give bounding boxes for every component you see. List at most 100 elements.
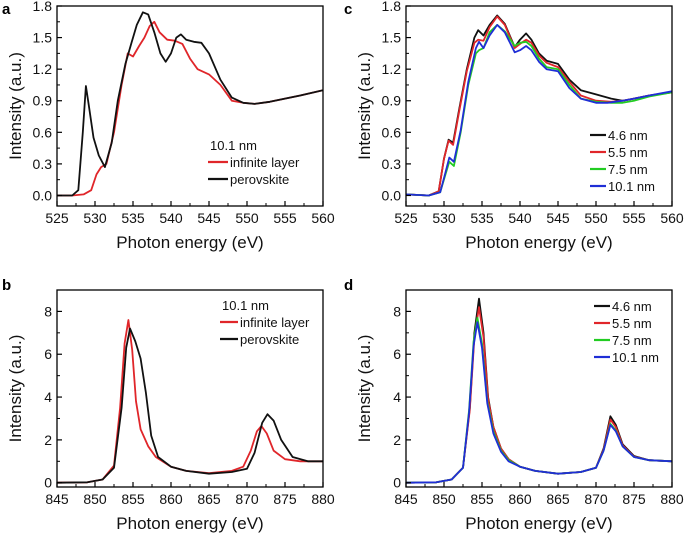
legend: 4.6 nm 5.5 nm 7.5 nm 10.1 nm — [594, 299, 659, 365]
legend-entry: 10.1 nm — [608, 179, 655, 194]
x-tick-label: 860 — [508, 491, 532, 507]
panel-label: b — [2, 277, 11, 294]
y-tick-label: 1.2 — [382, 61, 402, 77]
x-tick-label: 875 — [622, 491, 646, 507]
series-group — [406, 297, 672, 484]
series-group — [57, 11, 323, 197]
legend-entry: perovskite — [240, 332, 299, 347]
y-axis-title: Intensity (a.u.) — [355, 335, 374, 443]
y-tick-label: 0 — [393, 475, 401, 491]
legend-entry: 10.1 nm — [612, 350, 659, 365]
x-axis-title: Photon energy (eV) — [465, 233, 612, 252]
panel-b: b 845 850 855 860 865 870 875 880 0 2 4 6 8 Photon ene… — [2, 277, 335, 533]
y-tick-label: 1.5 — [33, 30, 53, 46]
panel-label: c — [344, 1, 352, 18]
x-tick-label: 530 — [83, 210, 107, 226]
legend: 4.6 nm 5.5 nm 7.5 nm 10.1 nm — [590, 128, 655, 194]
x-tick-label: 845 — [394, 491, 418, 507]
y-tick-label: 1.8 — [33, 0, 53, 14]
x-axis-title: Photon energy (eV) — [465, 514, 612, 533]
x-tick-label: 855 — [470, 491, 494, 507]
panel-d: d 845 850 855 860 865 870 875 880 0 2 4 6 8 Photon ene… — [344, 277, 684, 533]
x-tick-label: 545 — [197, 210, 221, 226]
legend-entry: 5.5 nm — [608, 145, 648, 160]
x-tick-label: 850 — [83, 491, 107, 507]
y-axis-title: Intensity (a.u.) — [6, 335, 25, 443]
x-tick-label: 535 — [470, 210, 494, 226]
legend-entry: infinite layer — [230, 155, 300, 170]
series-group — [57, 319, 323, 484]
x-tick-label: 880 — [311, 491, 335, 507]
y-tick-label: 1.5 — [382, 30, 402, 46]
x-tick-label: 880 — [660, 491, 684, 507]
x-tick-label: 540 — [508, 210, 532, 226]
y-tick-label: 2 — [44, 432, 52, 448]
x-tick-label: 870 — [235, 491, 259, 507]
series-line-10-1-nm — [406, 321, 672, 484]
x-tick-label: 865 — [546, 491, 570, 507]
panel-label: d — [344, 277, 353, 294]
series-line-perovskite — [57, 327, 323, 484]
x-tick-label: 850 — [432, 491, 456, 507]
y-tick-label: 6 — [44, 346, 52, 362]
y-tick-label: 0.6 — [382, 124, 402, 140]
x-tick-label: 860 — [159, 491, 183, 507]
legend-title: 10.1 nm — [222, 298, 269, 313]
x-tick-label: 525 — [394, 210, 418, 226]
x-tick-label: 530 — [432, 210, 456, 226]
series-line-10-1-nm — [406, 24, 672, 197]
x-tick-label: 560 — [660, 210, 684, 226]
y-tick-label: 0 — [44, 475, 52, 491]
y-tick-label: 0.6 — [33, 124, 53, 140]
x-axis-title: Photon energy (eV) — [116, 233, 263, 252]
x-tick-label: 550 — [584, 210, 608, 226]
x-tick-label: 535 — [121, 210, 145, 226]
y-tick-label: 1.8 — [382, 0, 402, 14]
x-tick-label: 555 — [622, 210, 646, 226]
series-group — [406, 14, 672, 197]
y-tick-label: 4 — [44, 389, 52, 405]
x-tick-label: 875 — [273, 491, 297, 507]
legend-entry: 4.6 nm — [608, 128, 648, 143]
y-tick-label: 1.2 — [33, 61, 53, 77]
legend-entry: perovskite — [230, 172, 289, 187]
x-tick-label: 845 — [45, 491, 69, 507]
x-tick-label: 550 — [235, 210, 259, 226]
x-tick-label: 555 — [273, 210, 297, 226]
x-tick-label: 540 — [159, 210, 183, 226]
legend-title: 10.1 nm — [210, 138, 257, 153]
legend-entry: 7.5 nm — [608, 162, 648, 177]
x-tick-label: 855 — [121, 491, 145, 507]
panel-c: c 525 530 535 540 545 550 555 560 0.0 0.3 0.6 0.9 1.2… — [344, 0, 684, 252]
y-tick-label: 0.9 — [33, 93, 53, 109]
y-tick-label: 0.3 — [33, 156, 53, 172]
legend: 10.1 nm infinite layer perovskite — [208, 138, 300, 187]
x-tick-label: 865 — [197, 491, 221, 507]
panel-label: a — [2, 1, 11, 18]
x-tick-label: 545 — [546, 210, 570, 226]
legend-entry: 5.5 nm — [612, 316, 652, 331]
x-axis-title: Photon energy (eV) — [116, 514, 263, 533]
legend-entry: 4.6 nm — [612, 299, 652, 314]
y-tick-label: 8 — [393, 303, 401, 319]
y-tick-label: 8 — [44, 303, 52, 319]
y-axis-title: Intensity (a.u.) — [355, 52, 374, 160]
y-axis-title: Intensity (a.u.) — [6, 52, 25, 160]
y-tick-label: 4 — [393, 389, 401, 405]
y-tick-label: 6 — [393, 346, 401, 362]
y-tick-label: 0.3 — [382, 156, 402, 172]
legend: 10.1 nm infinite layer perovskite — [220, 298, 310, 347]
x-tick-label: 870 — [584, 491, 608, 507]
legend-entry: 7.5 nm — [612, 333, 652, 348]
x-tick-label: 525 — [45, 210, 69, 226]
panel-a: a 525 530 535 540 545 550 555 560 0.0 0.3 0.6 0.9 1.2… — [2, 0, 335, 252]
series-line-5-5-nm — [406, 15, 672, 197]
y-tick-label: 0.9 — [382, 93, 402, 109]
y-tick-label: 0.0 — [382, 187, 402, 203]
y-tick-label: 2 — [393, 432, 401, 448]
series-line-perovskite — [57, 11, 323, 197]
x-tick-label: 560 — [311, 210, 335, 226]
y-tick-label: 0.0 — [33, 187, 53, 203]
legend-entry: infinite layer — [240, 315, 310, 330]
